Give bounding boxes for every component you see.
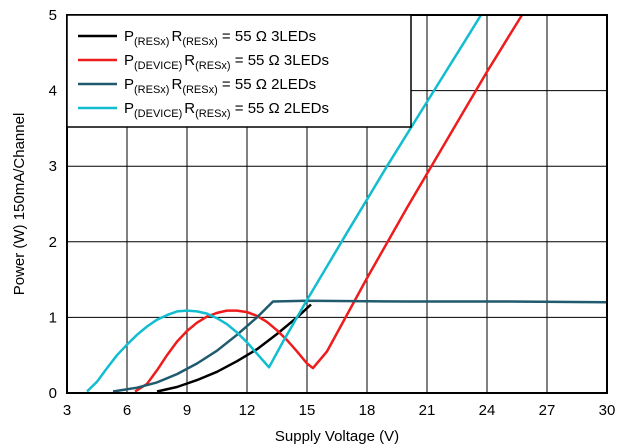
- legend-label: P(DEVICE) R(RESx) = 55 Ω 3LEDs: [124, 52, 329, 72]
- legend-label: P(DEVICE) R(RESx) = 55 Ω 2LEDs: [124, 100, 329, 120]
- legend-label: P(RESx) R(RESx) = 55 Ω 3LEDs: [124, 28, 316, 48]
- legend-label-subscript: (DEVICE): [134, 60, 182, 72]
- y-tick-label: 5: [49, 7, 57, 24]
- legend-box: [66, 14, 412, 128]
- series-line-1: [156, 303, 312, 393]
- legend-label-subscript: (RESx): [195, 60, 230, 72]
- legend-label-text: R: [171, 76, 182, 93]
- series-line-3: [112, 299, 608, 393]
- x-tick-label: 15: [299, 402, 316, 419]
- x-tick-labels: 3 6 9 12 15 18 21 24 27 30: [63, 402, 616, 419]
- legend-label-text: R: [171, 28, 182, 45]
- legend-label-text: = 55 Ω 2LEDs: [231, 100, 329, 117]
- x-tick-label: 30: [599, 402, 616, 419]
- legend-label-text: = 55 Ω 3LEDs: [218, 28, 316, 45]
- legend-label: P(RESx) R(RESx) = 55 Ω 2LEDs: [124, 76, 316, 96]
- legend-label-text: = 55 Ω 2LEDs: [218, 76, 316, 93]
- data-series: [86, 14, 608, 393]
- x-tick-label: 3: [63, 402, 71, 419]
- legend-label-text: P: [124, 28, 134, 45]
- legend-label-subscript: (RESx): [182, 84, 217, 96]
- legend-label-text: P: [124, 100, 134, 117]
- y-tick-label: 4: [49, 83, 57, 100]
- y-tick-label: 0: [49, 385, 57, 402]
- legend-label-text: P: [124, 76, 134, 93]
- x-axis-title: Supply Voltage (V): [275, 428, 399, 445]
- y-axis-title: Power (W) 150mA/Channel: [11, 113, 28, 296]
- y-tick-labels: 0 1 2 3 4 5: [49, 7, 57, 402]
- y-tick-label: 3: [49, 158, 57, 175]
- legend-label-subscript: (RESx): [195, 108, 230, 120]
- x-tick-label: 18: [359, 402, 376, 419]
- x-tick-label: 27: [539, 402, 556, 419]
- x-tick-label: 24: [479, 402, 496, 419]
- series-line-4: [86, 14, 483, 393]
- x-tick-label: 9: [183, 402, 191, 419]
- x-tick-label: 6: [123, 402, 131, 419]
- legend-label-subscript: (RESx): [134, 36, 169, 48]
- x-tick-label: 12: [239, 402, 256, 419]
- y-tick-label: 1: [49, 309, 57, 326]
- legend-label-subscript: (RESx): [182, 36, 217, 48]
- y-tick-label: 2: [49, 234, 57, 251]
- legend-label-subscript: (RESx): [134, 84, 169, 96]
- x-tick-label: 21: [419, 402, 436, 419]
- legend-label-text: P: [124, 52, 134, 69]
- legend-label-text: R: [184, 52, 195, 69]
- legend-label-subscript: (DEVICE): [134, 108, 182, 120]
- legend-label-text: = 55 Ω 3LEDs: [231, 52, 329, 69]
- legend-label-text: R: [184, 100, 195, 117]
